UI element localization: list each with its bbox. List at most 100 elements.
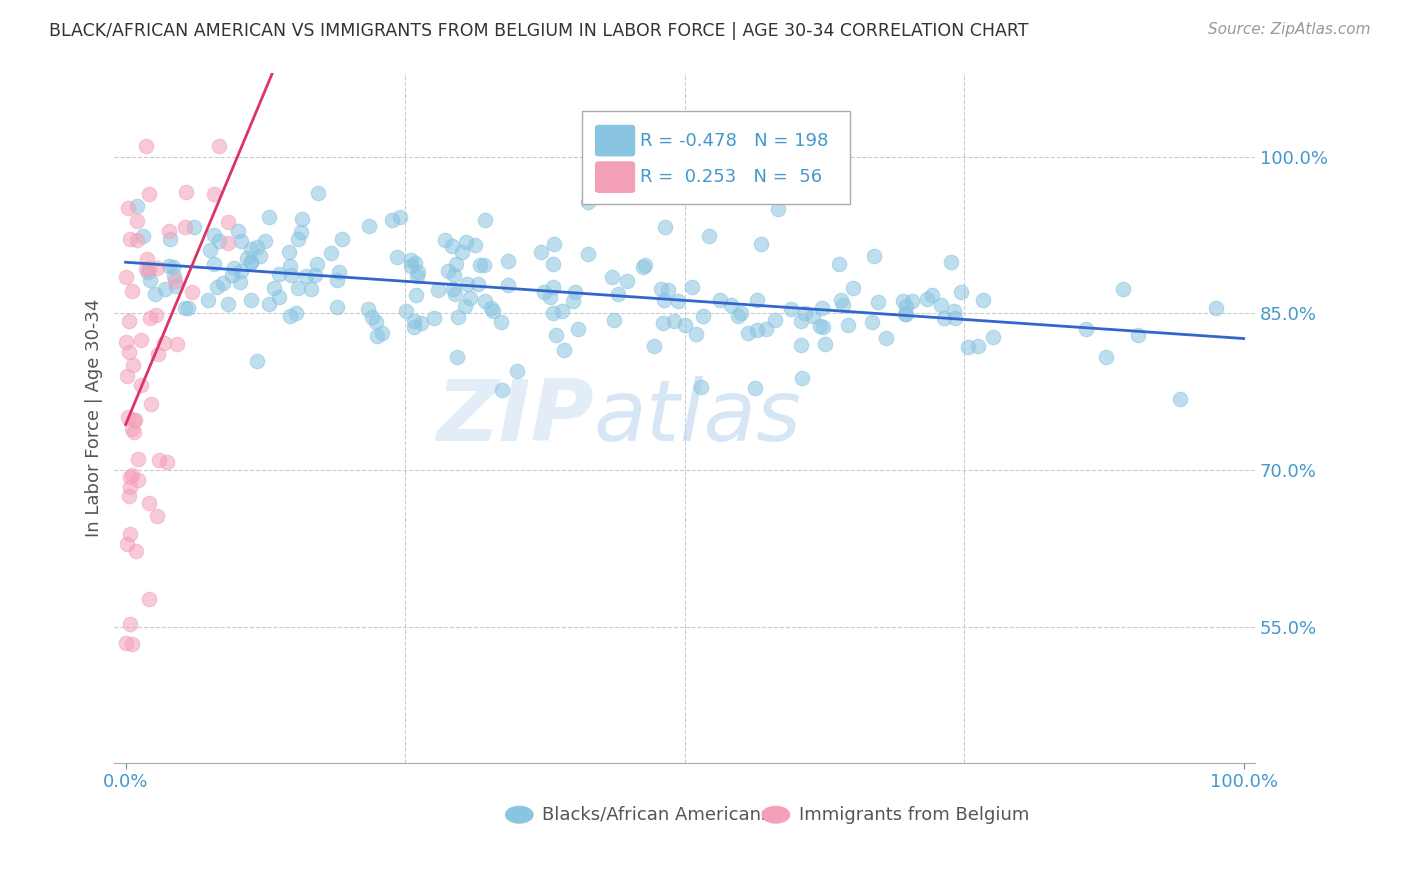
- Point: [443, 268, 465, 283]
- Point: [115, 368, 138, 383]
- Point: [212, 276, 235, 290]
- Point: [115, 635, 138, 649]
- Point: [229, 234, 252, 248]
- Point: [790, 371, 813, 385]
- Point: [1095, 350, 1118, 364]
- Point: [249, 249, 271, 263]
- Point: [162, 260, 184, 274]
- Point: [541, 279, 564, 293]
- Point: [269, 267, 291, 281]
- Point: [458, 291, 481, 305]
- Point: [939, 254, 962, 268]
- Point: [177, 301, 200, 315]
- Point: [174, 220, 197, 235]
- Point: [165, 279, 187, 293]
- Point: [634, 258, 657, 272]
- Point: [842, 280, 865, 294]
- Text: R =  0.253   N =  56: R = 0.253 N = 56: [640, 169, 823, 186]
- Point: [681, 280, 703, 294]
- Point: [891, 293, 914, 308]
- Circle shape: [506, 806, 533, 823]
- Point: [267, 290, 290, 304]
- Text: ZIP: ZIP: [436, 376, 593, 459]
- Point: [263, 281, 285, 295]
- Text: Blacks/African Americans: Blacks/African Americans: [543, 805, 770, 823]
- Point: [139, 311, 162, 326]
- Point: [404, 255, 426, 269]
- Point: [205, 279, 228, 293]
- Y-axis label: In Labor Force | Age 30-34: In Labor Force | Age 30-34: [86, 299, 103, 537]
- Point: [121, 422, 143, 436]
- Point: [491, 384, 513, 398]
- Point: [287, 232, 309, 246]
- Point: [163, 268, 186, 283]
- Point: [136, 265, 159, 279]
- Point: [654, 220, 676, 235]
- Point: [567, 322, 589, 336]
- Point: [138, 592, 160, 607]
- Point: [121, 636, 143, 650]
- Point: [217, 235, 239, 250]
- Point: [401, 253, 423, 268]
- Point: [208, 139, 231, 153]
- Point: [127, 452, 149, 467]
- Point: [132, 229, 155, 244]
- Point: [830, 293, 852, 308]
- Point: [673, 318, 696, 332]
- Point: [118, 489, 141, 503]
- Point: [814, 337, 837, 351]
- Point: [479, 301, 502, 315]
- Point: [221, 268, 243, 283]
- Point: [446, 350, 468, 364]
- Point: [208, 234, 231, 248]
- Point: [139, 273, 162, 287]
- Point: [967, 339, 990, 353]
- Point: [894, 299, 917, 313]
- Point: [602, 269, 624, 284]
- Point: [395, 304, 418, 318]
- Point: [972, 293, 994, 307]
- Point: [139, 397, 162, 411]
- Point: [366, 329, 388, 343]
- Point: [121, 468, 143, 483]
- Point: [666, 294, 689, 309]
- Point: [357, 301, 380, 316]
- Point: [444, 257, 467, 271]
- Point: [538, 290, 561, 304]
- Point: [533, 285, 555, 299]
- Point: [444, 286, 467, 301]
- Point: [409, 316, 432, 330]
- Point: [388, 211, 411, 225]
- Point: [148, 347, 170, 361]
- Point: [749, 237, 772, 252]
- Point: [811, 301, 834, 315]
- Point: [118, 526, 141, 541]
- Point: [790, 338, 813, 352]
- Point: [901, 294, 924, 309]
- Point: [932, 310, 955, 325]
- Point: [145, 287, 167, 301]
- Point: [437, 264, 460, 278]
- Point: [405, 288, 427, 302]
- Point: [893, 308, 915, 322]
- Point: [114, 334, 136, 349]
- Point: [543, 237, 565, 252]
- Point: [402, 320, 425, 334]
- Point: [217, 297, 239, 311]
- Point: [127, 198, 149, 212]
- Point: [727, 310, 749, 324]
- Point: [118, 470, 141, 484]
- Point: [127, 473, 149, 487]
- Point: [404, 314, 426, 328]
- Point: [246, 240, 269, 254]
- Point: [496, 278, 519, 293]
- Point: [793, 306, 815, 320]
- Point: [689, 380, 711, 394]
- Point: [441, 239, 464, 253]
- Point: [173, 301, 195, 315]
- Point: [720, 298, 742, 312]
- Point: [371, 326, 394, 340]
- Point: [321, 245, 343, 260]
- Point: [153, 282, 176, 296]
- Point: [257, 210, 280, 224]
